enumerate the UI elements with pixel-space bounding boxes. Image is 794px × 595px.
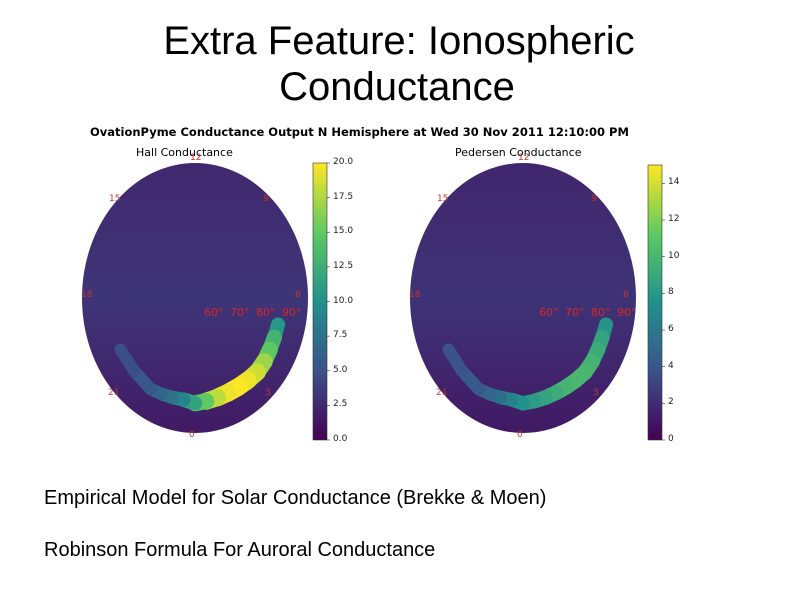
lat-label: 80° (256, 306, 276, 319)
colorbar-tick-label: 12.5 (333, 260, 354, 271)
lat-label: 90° (282, 306, 302, 319)
auroral-conductance-text: Robinson Formula For Auroral Conductance (44, 539, 436, 561)
panel-pedersen (410, 163, 665, 441)
colorbar (312, 162, 328, 441)
lat-label: 60° (204, 306, 224, 319)
hour-label: 18 (81, 290, 93, 300)
hour-label: 21 (108, 388, 120, 398)
lat-label: 70° (565, 306, 585, 319)
hour-label: 12 (190, 153, 202, 163)
colorbar-tick-label: 8 (668, 287, 674, 298)
colorbar-tick-label: 4 (668, 360, 674, 371)
figure-title: OvationPyme Conductance Output N Hemisph… (90, 125, 629, 139)
slide-title-line-2: Conductance (279, 65, 515, 109)
polar-disk (410, 163, 636, 433)
oval-segment (442, 343, 469, 377)
colorbar-tick-label: 10.0 (333, 295, 354, 306)
hour-label: 15 (437, 194, 449, 204)
colorbar-tick-label: 14 (668, 177, 680, 188)
panel-title: Pedersen Conductance (455, 146, 582, 159)
colorbar-tick-label: 20.0 (333, 157, 354, 167)
colorbar-tick-label: 5.0 (333, 364, 348, 375)
panel-title: Hall Conductance (136, 146, 233, 159)
hour-label: 18 (409, 290, 421, 300)
lat-label: 80° (591, 306, 611, 319)
solar-conductance-text: Empirical Model for Solar Conductance (B… (44, 487, 547, 509)
colorbar-tick-label: 0.0 (333, 434, 348, 444)
oval-segment (114, 343, 140, 377)
colorbar-tick-label: 0 (668, 434, 674, 444)
hour-label: 0 (189, 430, 195, 440)
hour-label: 3 (593, 388, 599, 398)
colorbar-tick-label: 10 (668, 250, 680, 261)
auroral-oval (114, 317, 286, 412)
lat-label: 90° (617, 306, 637, 319)
panel-hall (82, 162, 330, 441)
hour-label: 3 (265, 388, 271, 398)
colorbar-tick-label: 2.5 (333, 399, 348, 410)
colorbar-tick-label: 15.0 (333, 226, 354, 237)
lat-label: 60° (539, 306, 559, 319)
hour-label: 9 (591, 194, 597, 204)
hour-label: 9 (263, 194, 269, 204)
colorbar-tick-label: 6 (668, 324, 674, 334)
hour-label: 21 (436, 388, 448, 398)
auroral-oval (442, 317, 614, 411)
hour-label: 12 (518, 153, 530, 163)
slide-title: Extra Feature: Ionospheric Conductance (0, 18, 794, 110)
hour-label: 0 (517, 430, 523, 440)
colorbar-tick-label: 7.5 (333, 330, 348, 341)
colorbar-tick-label: 12 (668, 214, 680, 224)
hour-label: 6 (623, 290, 629, 300)
lat-label: 70° (230, 306, 250, 319)
colorbar (647, 164, 663, 441)
colorbar-tick-label: 2 (668, 397, 674, 408)
slide-title-line-1: Extra Feature: Ionospheric (163, 19, 635, 63)
hour-label: 15 (109, 194, 121, 204)
hour-label: 6 (295, 290, 301, 300)
colorbar-tick-label: 17.5 (333, 191, 354, 202)
